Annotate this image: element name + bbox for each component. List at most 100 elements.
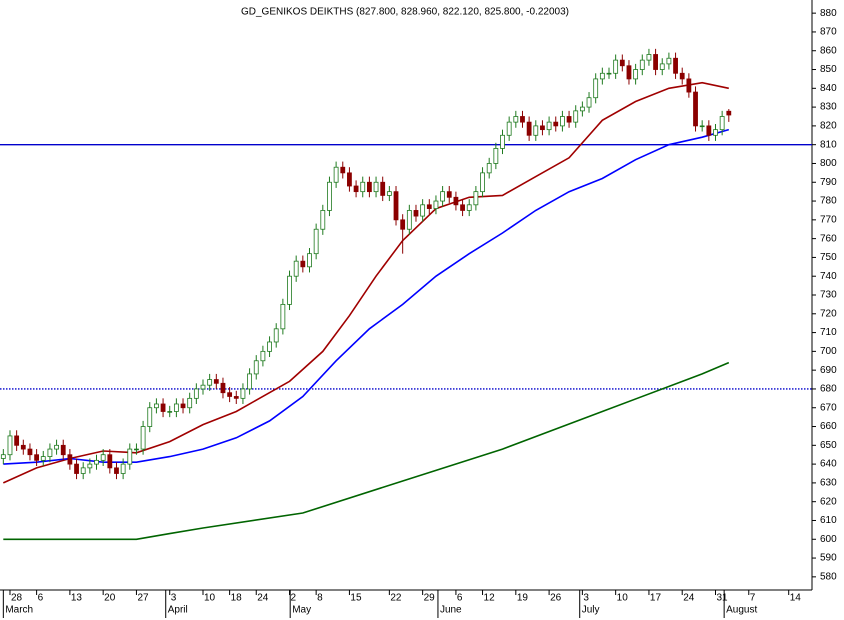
- candle-body: [653, 54, 658, 70]
- candle-body: [639, 59, 645, 70]
- candle-body: [400, 219, 406, 230]
- x-tick-label: 7: [750, 593, 756, 604]
- candle-body: [307, 253, 312, 268]
- candle-body: [506, 121, 512, 136]
- candle-body: [380, 181, 386, 196]
- y-tick-label: 860: [820, 45, 837, 56]
- candle-body: [253, 360, 259, 375]
- candle-body: [94, 459, 99, 465]
- x-tick-label: 3: [171, 593, 177, 604]
- candle-body: [213, 379, 219, 384]
- candle-body: [619, 59, 625, 67]
- candle-body: [154, 403, 159, 409]
- candle-body: [586, 97, 592, 108]
- candle-body: [666, 57, 672, 65]
- candle-body: [713, 129, 718, 136]
- candle-body: [593, 78, 599, 99]
- candle-body: [227, 392, 233, 397]
- candle-body: [646, 54, 652, 61]
- moving-average-line: [3, 361, 730, 541]
- month-label: May: [292, 605, 311, 616]
- candle-body: [706, 125, 712, 136]
- candle-body: [540, 125, 545, 131]
- y-tick-label: 700: [820, 346, 837, 357]
- candle-body: [420, 204, 426, 217]
- moving-average-line: [3, 128, 730, 465]
- candle-body: [486, 163, 492, 174]
- x-tick-label: 19: [517, 593, 529, 604]
- candle-body: [74, 463, 79, 474]
- candle-body: [107, 454, 113, 469]
- candle-body: [20, 444, 26, 450]
- candle-body: [60, 444, 66, 456]
- candle-body: [579, 106, 585, 112]
- y-tick-label: 720: [820, 308, 837, 319]
- candle-body: [440, 191, 446, 202]
- x-tick-label: 6: [457, 593, 463, 604]
- candle-body: [260, 350, 266, 362]
- candle-body: [40, 456, 46, 461]
- y-tick-label: 760: [820, 233, 837, 244]
- y-tick-label: 780: [820, 196, 837, 207]
- y-tick-label: 740: [820, 271, 837, 282]
- candle-body: [340, 166, 346, 174]
- candle-body: [7, 435, 13, 456]
- candle-body: [347, 172, 352, 187]
- candle-body: [406, 210, 412, 230]
- month-label: April: [168, 605, 188, 616]
- candle-body: [373, 181, 379, 193]
- y-tick-label: 670: [820, 402, 837, 413]
- candle-body: [240, 388, 246, 399]
- candle-body: [659, 63, 665, 70]
- candle-body: [207, 379, 213, 386]
- candle-body: [679, 72, 685, 80]
- x-tick-label: 27: [137, 593, 149, 604]
- candle-body: [573, 110, 579, 123]
- y-tick-label: 640: [820, 459, 837, 470]
- candle-body: [320, 210, 326, 230]
- candle-body: [366, 181, 372, 193]
- candle-body: [120, 463, 126, 474]
- candle-body: [247, 373, 252, 390]
- x-tick-label: 28: [11, 593, 23, 604]
- candle-body: [34, 454, 40, 461]
- y-tick-label: 650: [820, 440, 837, 451]
- candle-body: [80, 467, 86, 474]
- y-tick-label: 620: [820, 496, 837, 507]
- y-tick-label: 660: [820, 421, 837, 432]
- month-label: August: [726, 605, 757, 616]
- candle-body: [127, 448, 133, 465]
- candle-body: [500, 134, 505, 149]
- y-tick-label: 790: [820, 177, 837, 188]
- x-tick-label: 2: [291, 593, 297, 604]
- candle-body: [633, 69, 639, 80]
- x-tick-label: 17: [650, 593, 662, 604]
- candle-body: [446, 191, 452, 198]
- candle-body: [327, 181, 332, 211]
- candle-body: [460, 204, 465, 211]
- y-tick-label: 590: [820, 553, 837, 564]
- candle-body: [273, 328, 279, 343]
- x-tick-label: 24: [257, 593, 269, 604]
- candle-body: [520, 116, 525, 123]
- candle-body: [360, 181, 366, 193]
- x-tick-label: 15: [350, 593, 362, 604]
- candle-body: [187, 397, 193, 409]
- candle-body: [333, 166, 339, 183]
- y-tick-label: 600: [820, 534, 837, 545]
- y-tick-label: 770: [820, 214, 837, 225]
- x-tick-label: 6: [38, 593, 44, 604]
- candle-body: [413, 210, 419, 217]
- x-tick-label: 10: [204, 593, 216, 604]
- candle-body: [100, 454, 106, 461]
- candle-body: [393, 191, 399, 221]
- y-tick-label: 630: [820, 478, 837, 489]
- x-tick-label: 10: [617, 593, 629, 604]
- candle-body: [599, 72, 605, 80]
- candle-body: [693, 91, 698, 127]
- y-tick-label: 750: [820, 252, 837, 263]
- x-tick-label: 31: [716, 593, 728, 604]
- candle-body: [313, 228, 319, 255]
- candle-body: [673, 57, 678, 74]
